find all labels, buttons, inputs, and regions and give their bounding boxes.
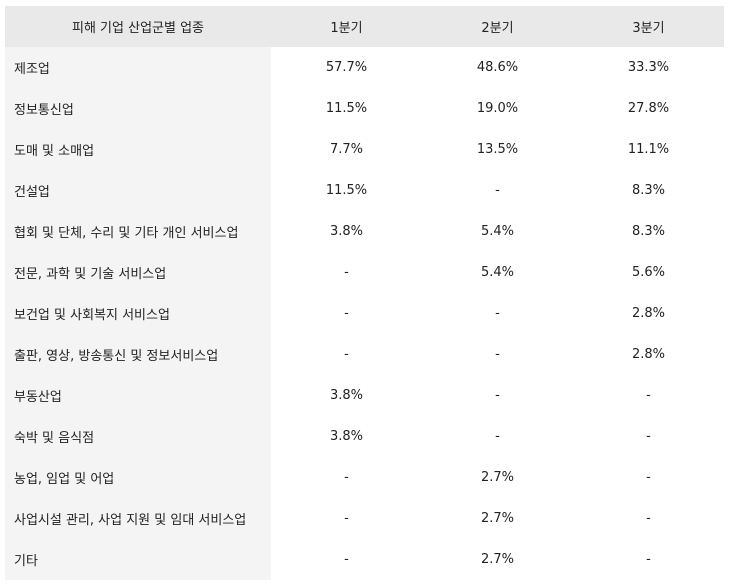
table-row: 숙박 및 음식점 3.8% - - bbox=[5, 416, 724, 457]
q2-value: - bbox=[495, 429, 500, 444]
q2-value: 19.0% bbox=[476, 101, 519, 116]
table-row: 출판, 영상, 방송통신 및 정보서비스업 - - 2.8% bbox=[5, 334, 724, 375]
industry-label: 사업시설 관리, 사업 지원 및 임대 서비스업 bbox=[5, 498, 271, 539]
header-q3: 3분기 bbox=[573, 6, 724, 47]
industry-label: 전문, 과학 및 기술 서비스업 bbox=[5, 252, 271, 293]
header-q2: 2분기 bbox=[422, 6, 573, 47]
q3-value: - bbox=[646, 511, 651, 526]
q2-value: 13.5% bbox=[476, 142, 519, 157]
q3-value: 8.3% bbox=[631, 183, 666, 198]
header-industry: 피해 기업 산업군별 업종 bbox=[5, 6, 271, 47]
q2-value: - bbox=[495, 183, 500, 198]
q2-value: 2.7% bbox=[480, 511, 515, 526]
table-row: 농업, 임업 및 어업 - 2.7% - bbox=[5, 457, 724, 498]
q2-value: - bbox=[495, 347, 500, 362]
q2-value: 2.7% bbox=[480, 552, 515, 567]
q2-value: 5.4% bbox=[480, 224, 515, 239]
q3-value: 2.8% bbox=[631, 347, 666, 362]
q3-value: - bbox=[646, 552, 651, 567]
q1-value: - bbox=[344, 552, 349, 567]
q3-value: 5.6% bbox=[631, 265, 666, 280]
table-row: 정보통신업 11.5% 19.0% 27.8% bbox=[5, 88, 724, 129]
q1-value: - bbox=[344, 511, 349, 526]
industry-label: 정보통신업 bbox=[5, 88, 271, 129]
q1-value: - bbox=[344, 347, 349, 362]
header-q1: 1분기 bbox=[271, 6, 422, 47]
q1-value: 11.5% bbox=[325, 101, 368, 116]
q1-value: - bbox=[344, 470, 349, 485]
table-row: 부동산업 3.8% - - bbox=[5, 375, 724, 416]
industry-table-container: 피해 기업 산업군별 업종 1분기 2분기 3분기 제조업 57.7% 48.6… bbox=[5, 6, 724, 580]
q2-value: - bbox=[495, 306, 500, 321]
table-row: 기타 - 2.7% - bbox=[5, 539, 724, 580]
q3-value: - bbox=[646, 470, 651, 485]
q1-value: - bbox=[344, 265, 349, 280]
industry-label: 농업, 임업 및 어업 bbox=[5, 457, 271, 498]
q3-value: - bbox=[646, 388, 651, 403]
industry-label: 협회 및 단체, 수리 및 기타 개인 서비스업 bbox=[5, 211, 271, 252]
industry-label: 도매 및 소매업 bbox=[5, 129, 271, 170]
q1-value: 57.7% bbox=[325, 60, 368, 75]
table-row: 건설업 11.5% - 8.3% bbox=[5, 170, 724, 211]
table-row: 전문, 과학 및 기술 서비스업 - 5.4% 5.6% bbox=[5, 252, 724, 293]
industry-label: 부동산업 bbox=[5, 375, 271, 416]
q1-value: 3.8% bbox=[329, 224, 364, 239]
q3-value: 2.8% bbox=[631, 306, 666, 321]
table-body: 제조업 57.7% 48.6% 33.3% 정보통신업 11.5% 19.0% … bbox=[5, 47, 724, 580]
q1-value: 11.5% bbox=[325, 183, 368, 198]
q1-value: 3.8% bbox=[329, 388, 364, 403]
q2-value: 2.7% bbox=[480, 470, 515, 485]
industry-label: 건설업 bbox=[5, 170, 271, 211]
header-row: 피해 기업 산업군별 업종 1분기 2분기 3분기 bbox=[5, 6, 724, 47]
q2-value: 48.6% bbox=[476, 60, 519, 75]
table-row: 사업시설 관리, 사업 지원 및 임대 서비스업 - 2.7% - bbox=[5, 498, 724, 539]
table-row: 도매 및 소매업 7.7% 13.5% 11.1% bbox=[5, 129, 724, 170]
q2-value: 5.4% bbox=[480, 265, 515, 280]
q3-value: 8.3% bbox=[631, 224, 666, 239]
q3-value: 33.3% bbox=[627, 60, 670, 75]
industry-label: 제조업 bbox=[5, 47, 271, 88]
table-header: 피해 기업 산업군별 업종 1분기 2분기 3분기 bbox=[5, 6, 724, 47]
table-row: 협회 및 단체, 수리 및 기타 개인 서비스업 3.8% 5.4% 8.3% bbox=[5, 211, 724, 252]
table-row: 제조업 57.7% 48.6% 33.3% bbox=[5, 47, 724, 88]
industry-label: 기타 bbox=[5, 539, 271, 580]
q3-value: 27.8% bbox=[627, 101, 670, 116]
q1-value: 7.7% bbox=[329, 142, 364, 157]
industry-label: 보건업 및 사회복지 서비스업 bbox=[5, 293, 271, 334]
q3-value: - bbox=[646, 429, 651, 444]
industry-label: 숙박 및 음식점 bbox=[5, 416, 271, 457]
industry-share-table: 피해 기업 산업군별 업종 1분기 2분기 3분기 제조업 57.7% 48.6… bbox=[5, 6, 724, 580]
table-row: 보건업 및 사회복지 서비스업 - - 2.8% bbox=[5, 293, 724, 334]
q2-value: - bbox=[495, 388, 500, 403]
industry-label: 출판, 영상, 방송통신 및 정보서비스업 bbox=[5, 334, 271, 375]
q1-value: - bbox=[344, 306, 349, 321]
q3-value: 11.1% bbox=[627, 142, 670, 157]
q1-value: 3.8% bbox=[329, 429, 364, 444]
